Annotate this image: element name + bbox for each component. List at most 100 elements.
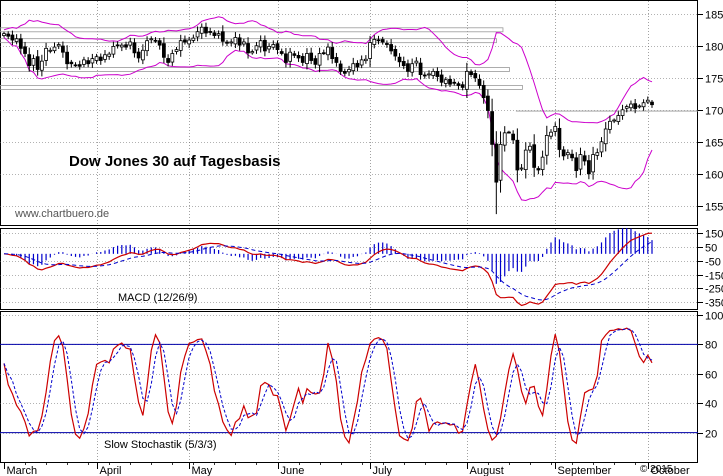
candle-body xyxy=(216,33,221,36)
candle-body xyxy=(229,41,234,44)
candle-body xyxy=(397,56,402,63)
month-label: September xyxy=(558,465,612,476)
candle-body xyxy=(98,56,103,61)
macd-line xyxy=(3,232,653,307)
candle-body xyxy=(641,102,646,108)
candle-body xyxy=(330,47,335,60)
stoch-tick-label: 40 xyxy=(705,399,717,411)
stochastic-label: Slow Stochastik (5/3/3) xyxy=(104,439,217,451)
candle-body xyxy=(351,63,356,72)
support-line xyxy=(0,67,510,72)
candle-body xyxy=(267,46,271,50)
candle-body xyxy=(536,168,541,171)
macd-signal-line xyxy=(3,241,653,301)
support-line xyxy=(0,27,504,33)
candle-body xyxy=(204,26,208,34)
candle-body xyxy=(14,38,19,42)
candle-body xyxy=(486,95,490,111)
candle-body xyxy=(263,39,267,52)
candle-body xyxy=(305,53,309,64)
candle-body xyxy=(52,46,57,52)
candle-body xyxy=(523,149,528,170)
candle-body xyxy=(565,152,570,156)
candle-body xyxy=(90,58,95,64)
candlesticks xyxy=(2,22,654,215)
stochastic-d-line xyxy=(3,328,653,440)
candle-body xyxy=(385,43,389,45)
macd-panel-frame xyxy=(0,228,698,310)
candle-body xyxy=(553,126,558,132)
candle-body xyxy=(115,44,120,47)
candle-body xyxy=(368,42,372,59)
candle-body xyxy=(591,154,595,173)
candle-body xyxy=(587,160,591,175)
candle-body xyxy=(86,60,91,65)
month-label: August xyxy=(470,465,504,476)
candle-body xyxy=(406,63,410,72)
candle-body xyxy=(519,167,524,170)
candle-body xyxy=(288,51,293,62)
candle-body xyxy=(23,46,27,54)
candle-body xyxy=(145,40,149,52)
month-label: July xyxy=(373,465,393,476)
candle-body xyxy=(355,62,360,68)
candle-body xyxy=(35,56,40,70)
candle-body xyxy=(418,62,423,75)
candle-body xyxy=(149,38,154,41)
candle-body xyxy=(254,45,259,51)
macd-tick-label: -150 xyxy=(705,271,723,283)
candle-body xyxy=(507,131,511,134)
candle-body xyxy=(199,26,204,34)
candle-body xyxy=(342,71,347,74)
candle-body xyxy=(502,132,507,146)
candle-body xyxy=(77,64,82,67)
candle-body xyxy=(620,109,625,116)
macd-tick-label: 150 xyxy=(705,229,723,241)
lower-band-line xyxy=(3,37,653,202)
macd-tick-label: 50 xyxy=(705,243,717,255)
envelope-bands xyxy=(3,16,653,202)
candle-body xyxy=(313,58,318,65)
month-label: June xyxy=(281,465,305,476)
candle-body xyxy=(435,71,440,77)
candle-body xyxy=(220,31,225,42)
candle-body xyxy=(498,143,503,181)
candle-body xyxy=(241,41,246,45)
candle-body xyxy=(2,33,6,36)
candle-body xyxy=(595,152,600,156)
candle-body xyxy=(107,53,112,57)
candle-body xyxy=(549,131,553,137)
macd-tick-label: -250 xyxy=(705,284,723,296)
candle-body xyxy=(326,46,330,56)
candle-body xyxy=(18,38,23,49)
candle-body xyxy=(410,63,415,73)
candle-body xyxy=(473,73,478,79)
candle-body xyxy=(561,149,566,157)
candle-body xyxy=(574,157,579,172)
candle-body xyxy=(10,34,15,41)
candle-body xyxy=(439,74,444,83)
candle-body xyxy=(448,78,452,85)
support-line xyxy=(0,85,523,90)
candle-body xyxy=(452,81,457,84)
stochastic-series xyxy=(0,327,698,445)
candle-body xyxy=(477,78,482,86)
candle-body xyxy=(6,33,11,37)
macd-tick-label: -50 xyxy=(705,257,721,269)
candle-body xyxy=(271,44,276,48)
candle-body xyxy=(183,39,187,43)
candle-body xyxy=(250,51,255,54)
candle-body xyxy=(608,120,612,130)
candle-body xyxy=(237,37,242,46)
candle-body xyxy=(140,49,145,61)
candle-body xyxy=(317,53,322,66)
candle-body xyxy=(372,39,377,45)
stoch-tick-label: 100 xyxy=(705,311,723,323)
candle-body xyxy=(208,31,213,33)
candle-body xyxy=(578,154,583,170)
candle-body xyxy=(456,83,461,86)
month-label: April xyxy=(100,465,122,476)
stoch-tick-label: 60 xyxy=(705,370,717,382)
